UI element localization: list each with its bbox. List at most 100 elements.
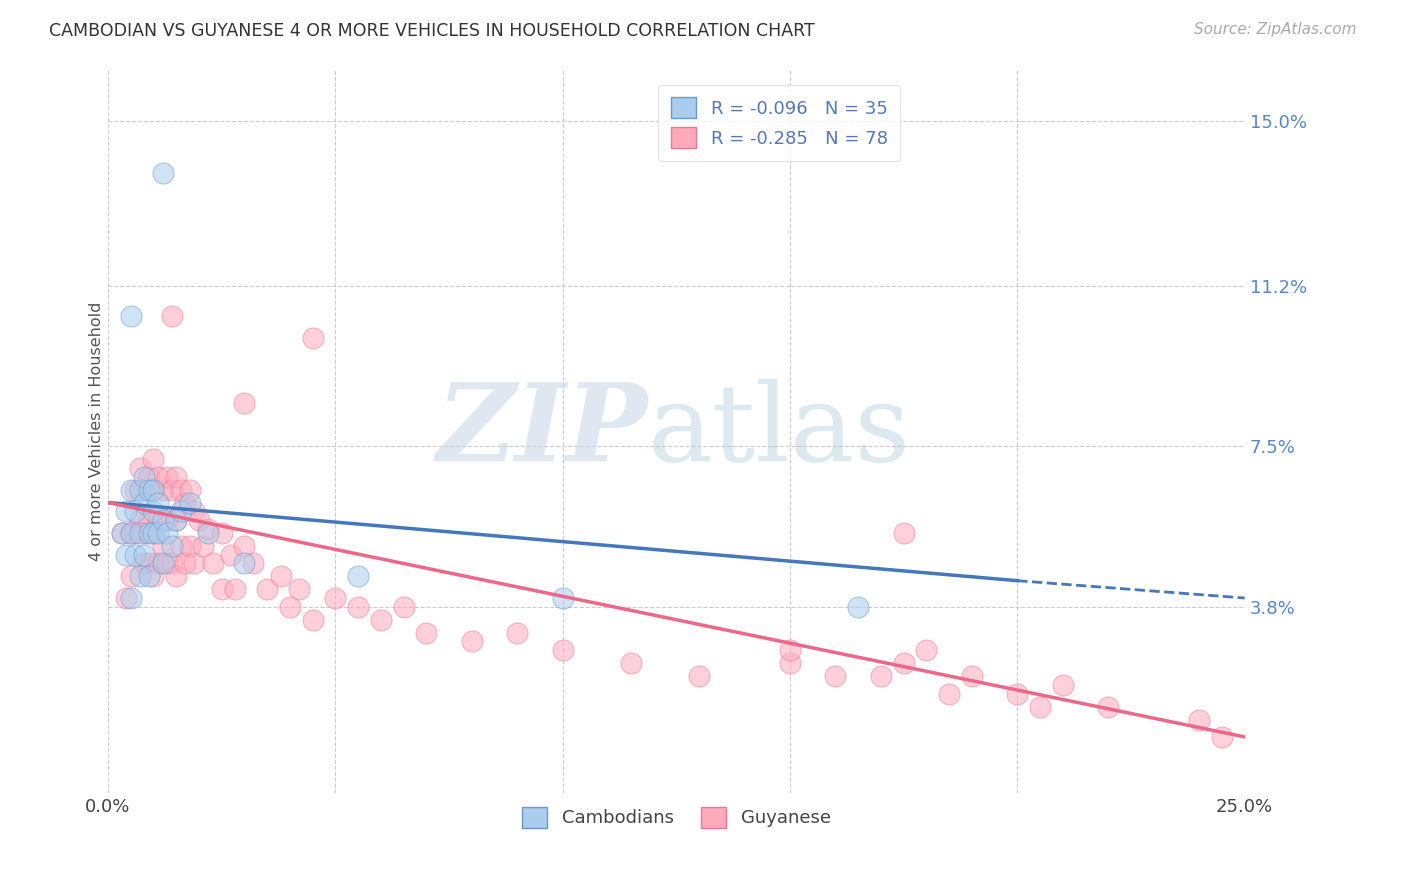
Point: [288, 582, 311, 597]
Point: [134, 557, 156, 571]
Point: [152, 557, 174, 571]
Point: [160, 309, 183, 323]
Point: [620, 656, 643, 670]
Point: [893, 656, 915, 670]
Point: [111, 525, 134, 540]
Point: [115, 504, 138, 518]
Text: CAMBODIAN VS GUYANESE 4 OR MORE VEHICLES IN HOUSEHOLD CORRELATION CHART: CAMBODIAN VS GUYANESE 4 OR MORE VEHICLES…: [49, 22, 815, 40]
Point: [197, 522, 219, 536]
Text: Source: ZipAtlas.com: Source: ZipAtlas.com: [1194, 22, 1357, 37]
Point: [160, 539, 183, 553]
Point: [134, 495, 156, 509]
Point: [134, 525, 156, 540]
Point: [120, 483, 142, 497]
Point: [142, 483, 165, 497]
Point: [415, 625, 437, 640]
Point: [779, 656, 801, 670]
Point: [551, 591, 574, 605]
Point: [242, 557, 264, 571]
Point: [120, 525, 142, 540]
Point: [870, 669, 893, 683]
Point: [160, 557, 183, 571]
Point: [142, 525, 165, 540]
Point: [152, 513, 174, 527]
Point: [779, 643, 801, 657]
Point: [224, 582, 246, 597]
Point: [124, 548, 146, 562]
Point: [193, 539, 215, 553]
Point: [846, 599, 869, 614]
Point: [174, 495, 197, 509]
Point: [197, 525, 219, 540]
Point: [960, 669, 983, 683]
Point: [179, 539, 201, 553]
Point: [142, 452, 165, 467]
Point: [165, 513, 187, 527]
Point: [183, 557, 205, 571]
Point: [915, 643, 938, 657]
Point: [128, 513, 150, 527]
Point: [142, 483, 165, 497]
Point: [347, 599, 370, 614]
Point: [179, 495, 201, 509]
Point: [146, 525, 169, 540]
Point: [1188, 713, 1211, 727]
Point: [370, 613, 392, 627]
Point: [824, 669, 846, 683]
Point: [142, 525, 165, 540]
Point: [111, 525, 134, 540]
Point: [156, 557, 179, 571]
Point: [170, 539, 193, 553]
Point: [156, 469, 179, 483]
Point: [124, 483, 146, 497]
Point: [165, 469, 187, 483]
Point: [134, 469, 156, 483]
Point: [219, 548, 242, 562]
Point: [323, 591, 346, 605]
Point: [170, 483, 193, 497]
Point: [1211, 730, 1233, 744]
Point: [152, 166, 174, 180]
Point: [120, 591, 142, 605]
Point: [146, 495, 169, 509]
Point: [347, 569, 370, 583]
Point: [233, 395, 256, 409]
Point: [1052, 678, 1074, 692]
Point: [142, 569, 165, 583]
Legend: Cambodians, Guyanese: Cambodians, Guyanese: [515, 800, 838, 835]
Point: [138, 483, 160, 497]
Point: [152, 483, 174, 497]
Point: [124, 504, 146, 518]
Point: [156, 513, 179, 527]
Point: [893, 525, 915, 540]
Point: [256, 582, 278, 597]
Point: [1029, 699, 1052, 714]
Point: [270, 569, 292, 583]
Point: [165, 513, 187, 527]
Point: [146, 469, 169, 483]
Point: [211, 525, 233, 540]
Point: [146, 513, 169, 527]
Text: ZIP: ZIP: [436, 378, 648, 484]
Point: [938, 686, 960, 700]
Point: [120, 525, 142, 540]
Point: [688, 669, 710, 683]
Point: [211, 582, 233, 597]
Point: [134, 548, 156, 562]
Point: [233, 557, 256, 571]
Point: [301, 613, 323, 627]
Point: [183, 504, 205, 518]
Point: [301, 330, 323, 344]
Point: [187, 513, 209, 527]
Point: [128, 460, 150, 475]
Point: [138, 469, 160, 483]
Point: [233, 539, 256, 553]
Point: [138, 569, 160, 583]
Point: [120, 569, 142, 583]
Point: [179, 483, 201, 497]
Point: [128, 525, 150, 540]
Point: [1007, 686, 1029, 700]
Point: [165, 569, 187, 583]
Point: [551, 643, 574, 657]
Y-axis label: 4 or more Vehicles in Household: 4 or more Vehicles in Household: [90, 301, 104, 560]
